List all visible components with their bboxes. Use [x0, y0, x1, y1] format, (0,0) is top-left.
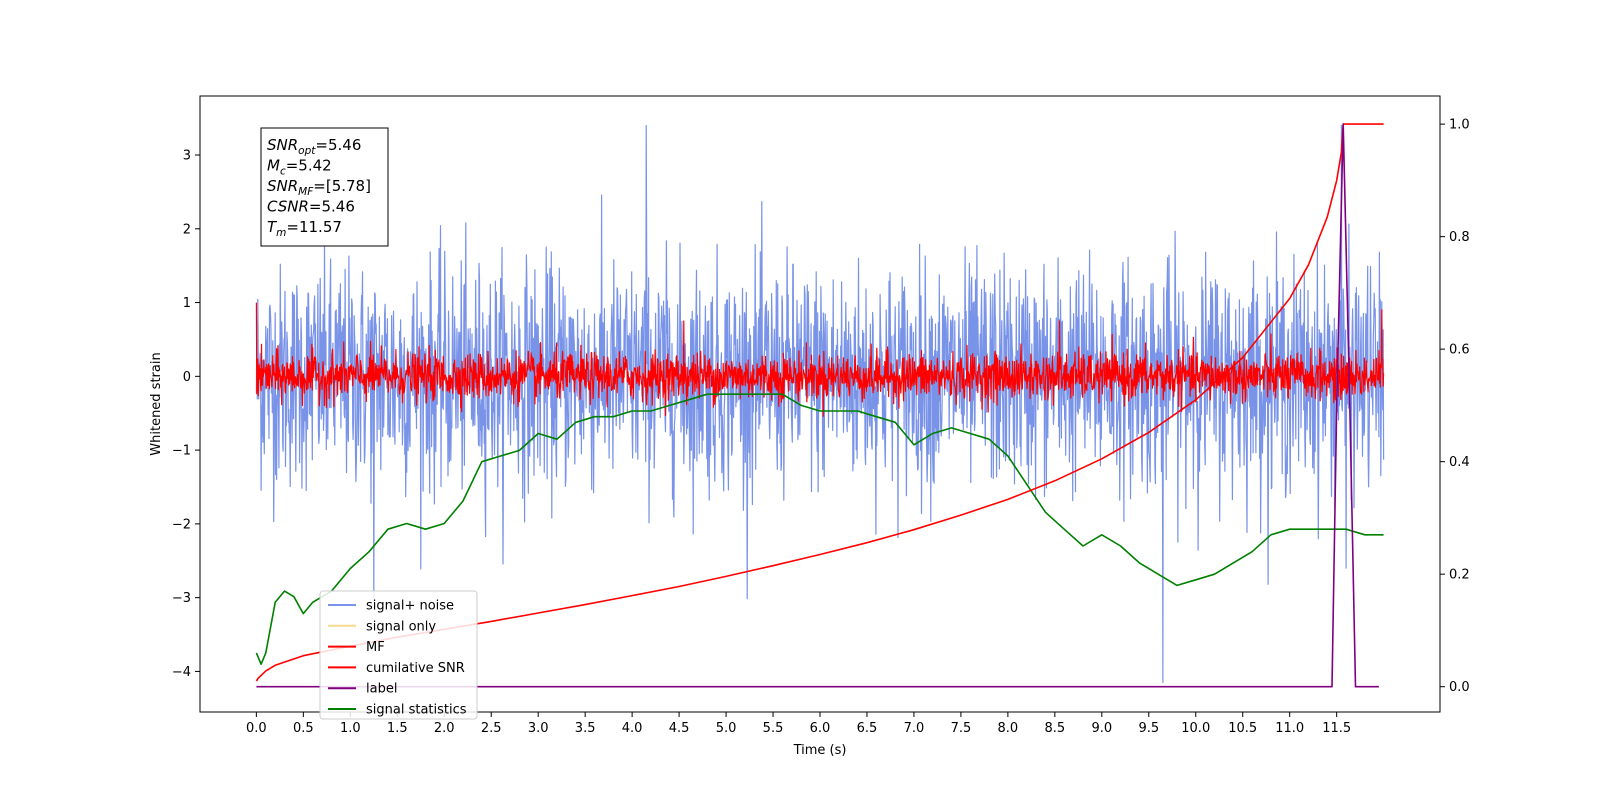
legend: signal+ noise signal only MF cumilative SNR… [319, 590, 478, 720]
x-tick-label: 10.0 [1181, 721, 1210, 736]
legend-label-signal-only: signal only [366, 619, 436, 634]
legend-label-signal-noise: signal+ noise [366, 599, 454, 614]
x-tick-label: 11.0 [1275, 721, 1304, 736]
series-label-line [256, 123, 1379, 688]
x-tick-label: 6.0 [810, 721, 831, 736]
annotation-frame [260, 127, 389, 247]
x-axis-ticks: 0.0 0.5 1.0 1.5 2.0 2.5 3.0 3.5 4.0 4.5 5.0 5.5 6.0 6… [246, 712, 1351, 736]
legend-label-mf: MF [366, 640, 385, 655]
x-tick-label: 0.5 [293, 721, 314, 736]
x-tick-label: 9.5 [1138, 721, 1159, 736]
x-tick-label: 5.0 [716, 721, 737, 736]
y-right-tick-label: 0.0 [1449, 680, 1470, 695]
y-left-tick-label: −2 [172, 517, 191, 532]
y-left-tick-label: 2 [183, 222, 191, 237]
y-axis-left-ticks: 3 2 1 0 −1 −2 −3 −4 [172, 149, 200, 680]
x-tick-label: 8.0 [998, 721, 1019, 736]
y-right-tick-label: 0.8 [1449, 230, 1470, 245]
y-left-tick-label: 0 [183, 370, 191, 385]
legend-label-label: label [366, 682, 397, 697]
x-tick-label: 11.5 [1322, 721, 1351, 736]
annotation-line: Tm=11.57 [267, 218, 342, 239]
annotation-line: SNRopt=5.46 [267, 136, 361, 157]
y-left-tick-label: −1 [172, 444, 191, 459]
annotation-line: CSNR=5.46 [267, 198, 355, 216]
x-tick-label: 5.5 [763, 721, 784, 736]
x-tick-label: 4.0 [622, 721, 643, 736]
y-right-tick-label: 0.4 [1449, 455, 1470, 470]
x-tick-label: 9.0 [1091, 721, 1112, 736]
legend-label-signal-statistics: signal statistics [366, 703, 467, 718]
series-signal-statistics-line [255, 393, 1384, 665]
y-left-tick-label: −4 [172, 665, 191, 680]
x-tick-label: 1.5 [387, 721, 408, 736]
legend-frame [319, 590, 478, 720]
y-left-tick-label: 3 [183, 149, 191, 164]
y-right-tick-label: 0.2 [1449, 568, 1470, 583]
y-right-tick-label: 1.0 [1449, 118, 1470, 133]
annotation-line: Mc=5.42 [267, 157, 332, 178]
y-left-tick-label: 1 [183, 296, 191, 311]
x-axis-label: Time (s) [793, 743, 847, 758]
y-right-tick-label: 0.6 [1449, 343, 1470, 358]
x-tick-label: 3.5 [575, 721, 596, 736]
x-tick-label: 1.0 [340, 721, 361, 736]
y-axis-label: Whitened strain [149, 352, 164, 455]
legend-label-cumilative-snr: cumilative SNR [366, 661, 465, 676]
x-tick-label: 2.5 [481, 721, 502, 736]
x-tick-label: 2.0 [434, 721, 455, 736]
x-tick-label: 7.5 [951, 721, 972, 736]
x-tick-label: 8.5 [1045, 721, 1066, 736]
y-axis-right-ticks: 1.0 0.8 0.6 0.4 0.2 0.0 [1440, 118, 1470, 695]
x-tick-label: 3.0 [528, 721, 549, 736]
series-mf-line [255, 302, 1385, 417]
x-tick-label: 7.0 [904, 721, 925, 736]
legend-items: signal+ noise signal only MF cumilative SNR… [328, 599, 467, 718]
x-tick-label: 4.5 [669, 721, 690, 736]
y-left-tick-label: −3 [172, 591, 191, 606]
annotation-line: SNRMF=[5.78] [267, 177, 371, 198]
x-tick-label: 10.5 [1228, 721, 1257, 736]
x-tick-label: 6.5 [857, 721, 878, 736]
x-tick-label: 0.0 [246, 721, 267, 736]
